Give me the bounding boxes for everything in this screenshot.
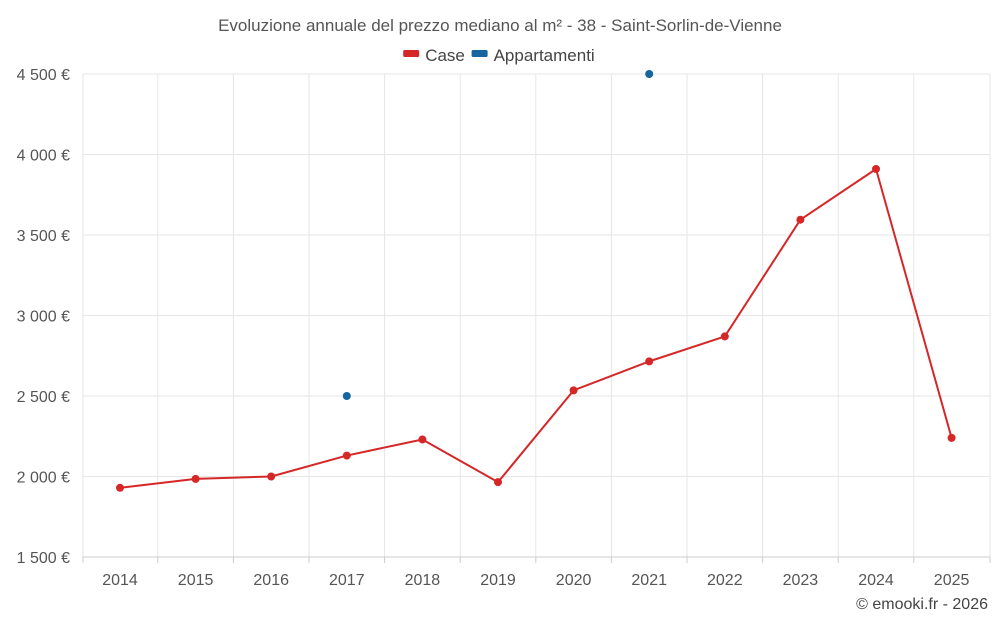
- x-tick-label: 2017: [329, 572, 365, 589]
- x-tick-label: 2025: [934, 572, 970, 589]
- grid: [82, 73, 991, 558]
- y-tick-label: 2 000 €: [17, 470, 70, 487]
- x-tick-label: 2016: [253, 572, 289, 589]
- data-point: [418, 435, 427, 444]
- chart-title: Evoluzione annuale del prezzo mediano al…: [218, 16, 782, 35]
- series-appartamenti: [342, 70, 654, 400]
- series-line: [119, 167, 953, 489]
- data-point: [342, 392, 351, 400]
- legend-label-appartamenti: Appartamenti: [494, 46, 595, 65]
- y-axis: 1 500 € 2 000 € 2 500 € 3 000 € 3 500 € 4 000…: [17, 67, 70, 567]
- x-tick-label: 2020: [556, 572, 592, 589]
- data-point: [645, 357, 654, 366]
- data-point: [872, 164, 880, 173]
- series-case: [116, 164, 956, 492]
- data-point: [191, 474, 200, 483]
- x-axis: 2014 2015 2016 2017 2018 2019 2020 2021 2022 2023…: [82, 556, 991, 589]
- data-point: [342, 451, 351, 460]
- x-tick-label: 2024: [858, 572, 894, 589]
- data-point: [494, 478, 502, 487]
- data-point: [645, 70, 654, 78]
- data-point: [720, 332, 729, 341]
- data-point: [947, 433, 956, 442]
- data-point: [267, 472, 276, 481]
- x-tick-label: 2019: [480, 572, 516, 589]
- legend-label-case: Case: [425, 46, 465, 65]
- x-tick-label: 2014: [102, 572, 138, 589]
- legend-swatch-case: [403, 50, 420, 57]
- x-tick-label: 2021: [631, 572, 667, 589]
- data-point: [116, 483, 124, 492]
- legend: Case Appartamenti: [403, 46, 595, 65]
- x-tick-label: 2015: [178, 572, 214, 589]
- y-tick-label: 2 500 €: [17, 389, 70, 406]
- x-tick-label: 2023: [783, 572, 819, 589]
- x-tick-label: 2018: [405, 572, 441, 589]
- x-tick-label: 2022: [707, 572, 743, 589]
- y-tick-label: 1 500 €: [17, 550, 70, 567]
- y-tick-label: 4 000 €: [17, 148, 70, 165]
- y-tick-label: 3 000 €: [17, 309, 70, 326]
- y-tick-label: 3 500 €: [17, 228, 70, 245]
- data-point: [796, 215, 805, 224]
- y-tick-label: 4 500 €: [17, 67, 70, 84]
- legend-swatch-appartamenti: [471, 50, 488, 57]
- credit-text: © emooki.fr - 2026: [856, 596, 988, 613]
- data-point: [569, 386, 578, 395]
- plot-area: [116, 70, 956, 492]
